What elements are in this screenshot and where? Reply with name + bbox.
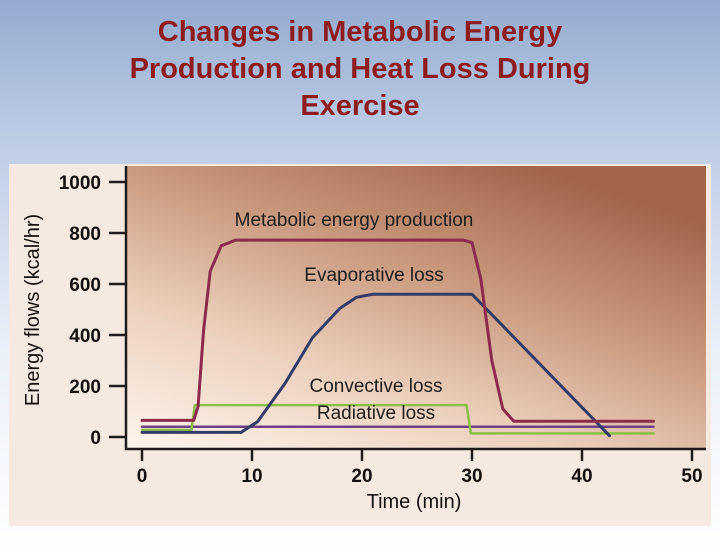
x-axis-title: Time (min) [367, 491, 462, 513]
x-tick-label: 40 [571, 466, 592, 487]
x-tick-label: 30 [461, 466, 482, 487]
x-tick-label: 10 [241, 466, 262, 487]
axes [124, 166, 706, 451]
plot-background [126, 166, 706, 449]
slide-title: Changes in Metabolic Energy Production a… [129, 16, 591, 123]
x-tick-label: 20 [351, 466, 372, 487]
y-tick-label: 400 [69, 326, 101, 347]
y-tick-label: 800 [69, 224, 101, 245]
series-line-convective [140, 403, 655, 435]
series-label-convective: Convective loss [309, 376, 442, 397]
slide: Changes in Metabolic Energy Production a… [0, 14, 720, 554]
chart-panel: 0 200 400 600 800 1000 0 10 20 30 40 50 Energy flow… [9, 164, 711, 526]
axis-ticks: 0 200 400 600 800 1000 0 10 20 30 40 50 [59, 173, 703, 487]
y-tick-label: 0 [90, 428, 101, 449]
y-axis-title: Energy flows (kcal/hr) [22, 214, 44, 406]
y-tick-label: 600 [69, 275, 101, 296]
series-label-radiative: Radiative loss [317, 403, 435, 424]
series-line-evaporative [140, 292, 611, 438]
series-label-metabolic: Metabolic energy production [235, 210, 474, 231]
series-label-evaporative: Evaporative loss [304, 265, 443, 286]
x-tick-label: 50 [681, 466, 702, 487]
x-tick-label: 0 [137, 466, 148, 487]
chart-svg: 0 200 400 600 800 1000 0 10 20 30 40 50 Energy flow… [22, 166, 706, 513]
y-tick-label: 200 [69, 377, 101, 398]
series-lines [140, 238, 655, 438]
series-line-metabolic [140, 238, 655, 423]
y-tick-label: 1000 [59, 173, 101, 194]
